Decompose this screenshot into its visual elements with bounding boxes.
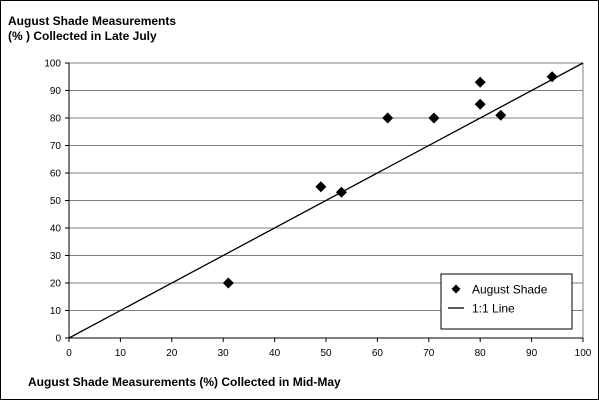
- legend: August Shade 1:1 Line: [440, 273, 573, 330]
- y-tick-label-20: 20: [50, 279, 62, 290]
- chart-title-block: August Shade Measurements (% ) Collected…: [8, 14, 176, 44]
- x-tick-label-70: 70: [423, 348, 435, 359]
- y-tick-label-90: 90: [50, 86, 62, 97]
- tick-labels: 0 10 20 30 40 50 60 70 80 90 100 0 10 20 30 40 50 60 70 80 9…: [44, 59, 591, 360]
- data-point-2: [315, 181, 327, 193]
- x-tick-label-20: 20: [166, 348, 178, 359]
- chart-title: August Shade Measurements: [8, 14, 177, 28]
- legend-label-2: 1:1 Line: [472, 302, 515, 316]
- x-axis-title: August Shade Measurements (%) Collected …: [28, 375, 341, 389]
- y-tick-label-40: 40: [50, 224, 62, 235]
- x-tick-label-30: 30: [218, 348, 230, 359]
- x-tick-label-10: 10: [115, 348, 127, 359]
- grid-lines: [69, 62, 584, 338]
- data-point-5: [428, 112, 440, 124]
- data-point-4: [382, 112, 394, 124]
- legend-box: [440, 273, 573, 330]
- data-point-9: [546, 71, 558, 83]
- y-tick-label-80: 80: [50, 114, 62, 125]
- axes: [65, 62, 584, 342]
- legend-label-1: August Shade: [472, 283, 548, 297]
- y-tick-label-60: 60: [50, 169, 62, 180]
- y-tick-label-10: 10: [50, 306, 62, 317]
- data-point-6: [474, 76, 486, 88]
- data-point-7: [474, 98, 486, 110]
- x-tick-label-80: 80: [475, 348, 487, 359]
- y-tick-label-50: 50: [50, 196, 62, 207]
- data-point-8: [495, 109, 507, 121]
- one-to-one-line: [68, 62, 584, 339]
- chart-subtitle: (% ) Collected in Late July: [8, 29, 157, 43]
- x-tick-label-40: 40: [269, 348, 281, 359]
- x-tick-label-60: 60: [372, 348, 384, 359]
- x-tick-label-50: 50: [320, 348, 332, 359]
- y-tick-label-0: 0: [55, 334, 61, 345]
- y-tick-label-100: 100: [44, 59, 61, 70]
- x-tick-label-90: 90: [526, 348, 538, 359]
- data-point-1: [222, 277, 234, 289]
- legend-diamond-swatch: [451, 284, 461, 294]
- x-tick-label-0: 0: [66, 348, 72, 359]
- y-tick-label-70: 70: [50, 141, 62, 152]
- x-tick-label-100: 100: [575, 348, 592, 359]
- y-tick-label-30: 30: [50, 251, 62, 262]
- series-layer: [68, 62, 584, 339]
